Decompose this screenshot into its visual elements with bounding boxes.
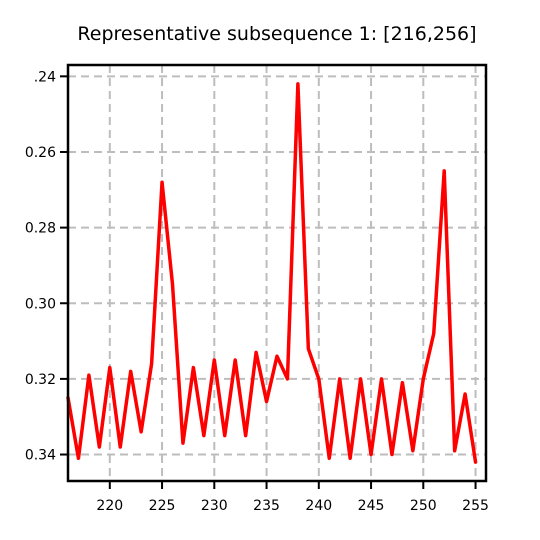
x-tick-label: 245	[358, 498, 385, 514]
series-line	[66, 82, 478, 464]
plot-area-frame	[66, 63, 488, 483]
grid	[68, 65, 486, 481]
y-tick-label: 0.32	[25, 372, 56, 388]
x-tick-label: 240	[305, 498, 332, 514]
series-layer	[66, 82, 478, 464]
y-tick-label: 0.30	[25, 296, 56, 312]
y-tick-label: 0.28	[25, 221, 56, 237]
x-tick-label: 250	[410, 498, 437, 514]
x-tick-label: 225	[149, 498, 176, 514]
y-tick-label: 0.26	[25, 145, 56, 161]
y-tick-label: 0.34	[25, 448, 56, 464]
x-tick-label: 220	[96, 498, 123, 514]
axis-ticks: 220 225 230 235 240 245 250 255 .24 0.26 0.28 0.30 0…	[25, 69, 489, 514]
x-tick-label: 235	[253, 498, 280, 514]
chart-title: Representative subsequence 1: [216,256]	[77, 23, 476, 45]
y-tick-label: .24	[34, 69, 56, 85]
x-tick-label: 230	[201, 498, 228, 514]
x-tick-label: 255	[462, 498, 489, 514]
